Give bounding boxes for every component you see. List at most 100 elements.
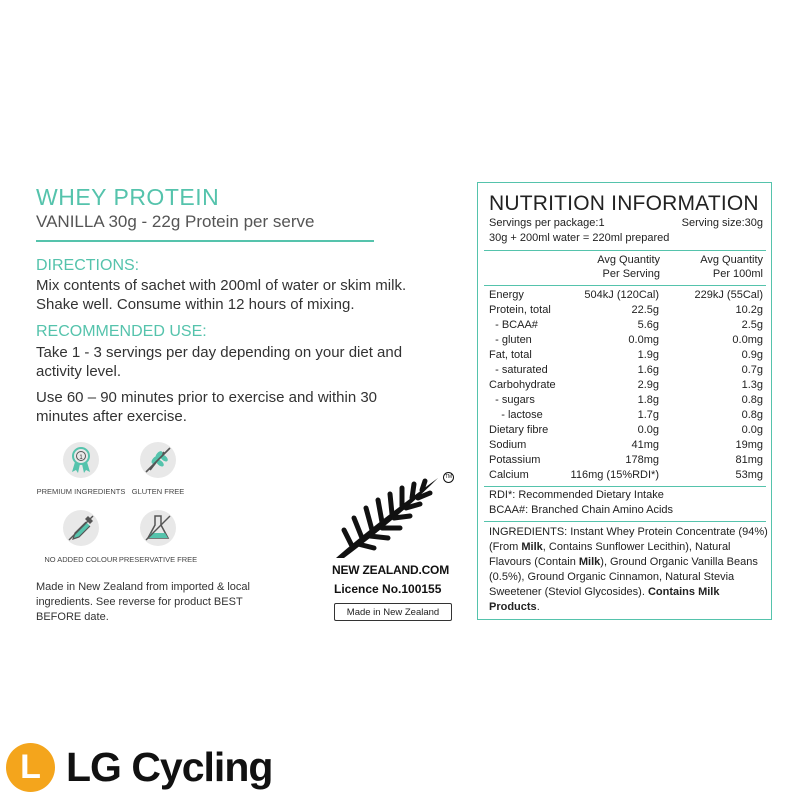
nutrient-per-serving: 1.6g bbox=[637, 364, 659, 376]
nutrition-row: - sugars 1.8g 0.8g bbox=[489, 394, 763, 409]
brand-logo-letter: L bbox=[20, 748, 41, 786]
svg-text:1: 1 bbox=[79, 455, 83, 461]
nutrient-name: Protein, total bbox=[489, 304, 551, 316]
nutrient-per-100ml: 0.8g bbox=[741, 394, 763, 406]
directions-text: Mix contents of sachet with 200ml of wat… bbox=[36, 277, 407, 313]
panel-divider-1 bbox=[484, 250, 766, 251]
nutrition-row: Calcium 116mg (15%RDI*) 53mg bbox=[489, 469, 763, 484]
badge-label-gluten: GLUTEN FREE bbox=[131, 487, 185, 496]
ingredients-milk-2: Milk bbox=[578, 556, 601, 568]
panel-divider-3 bbox=[484, 486, 766, 487]
nutrition-row: Dietary fibre 0.0g 0.0g bbox=[489, 424, 763, 439]
wheat-icon bbox=[138, 440, 178, 480]
ingredients-part-c: ), Ground Organic Vanilla Beans (0.5%), … bbox=[489, 556, 758, 598]
recommended-heading: RECOMMENDED USE: bbox=[36, 323, 207, 340]
recommended-text-2: Use 60 – 90 minutes prior to exercise an… bbox=[36, 389, 378, 425]
product-subtitle: VANILLA 30g - 22g Protein per serve bbox=[36, 212, 315, 231]
nutrition-title: NUTRITION INFORMATION bbox=[489, 192, 759, 215]
prepared-note: 30g + 200ml water = 220ml prepared bbox=[489, 232, 670, 244]
rdi-note: RDI*: Recommended Dietary Intake bbox=[489, 489, 664, 501]
nutrient-per-100ml: 0.0g bbox=[741, 424, 763, 436]
nz-site-label: NEW ZEALAND.COM bbox=[332, 563, 449, 577]
nz-licence: Licence No.100155 bbox=[334, 582, 442, 596]
ingredients-text: INGREDIENTS: Instant Whey Protein Concen… bbox=[489, 525, 769, 615]
nutrient-per-100ml: 19mg bbox=[735, 439, 763, 451]
nutrient-per-serving: 41mg bbox=[631, 439, 659, 451]
nutrient-name: Fat, total bbox=[489, 349, 532, 361]
nutrition-row: - saturated 1.6g 0.7g bbox=[489, 364, 763, 379]
nutrient-per-100ml: 1.3g bbox=[741, 379, 763, 391]
nutrient-name: Dietary fibre bbox=[489, 424, 549, 436]
nutrition-panel bbox=[477, 182, 772, 620]
nutrition-row: Carbohydrate 2.9g 1.3g bbox=[489, 379, 763, 394]
fern-logo-icon bbox=[330, 468, 455, 563]
flask-icon bbox=[138, 508, 178, 548]
ingredients-milk-1: Milk bbox=[521, 541, 543, 553]
nutrient-name: - gluten bbox=[489, 334, 532, 346]
product-title: WHEY PROTEIN bbox=[36, 184, 220, 210]
ingredients-contains: Contains Milk Products bbox=[489, 586, 720, 613]
nutrition-row: - gluten 0.0mg 0.0mg bbox=[489, 334, 763, 349]
nutrient-name: Potassium bbox=[489, 454, 541, 466]
panel-divider-2 bbox=[484, 285, 766, 286]
nutrient-name: Calcium bbox=[489, 469, 529, 481]
nutrient-per-serving: 116mg (15%RDI*) bbox=[570, 469, 659, 481]
nutrient-per-100ml: 10.2g bbox=[735, 304, 763, 316]
badge-label-preservative: PRESERVATIVE FREE bbox=[118, 555, 198, 564]
nutrient-name: Energy bbox=[489, 289, 524, 301]
nutrient-per-serving: 0.0g bbox=[637, 424, 659, 436]
made-in-text: Made in New Zealand from imported & loca… bbox=[36, 581, 250, 623]
servings-per-package: Servings per package:1 bbox=[489, 217, 605, 229]
ingredients-part-b: , Contains Sunflower Lecithin), Natural … bbox=[489, 541, 731, 568]
nutrient-per-serving: 1.8g bbox=[637, 394, 659, 406]
nutrient-per-serving: 504kJ (120Cal) bbox=[584, 289, 659, 301]
nutrient-name: Sodium bbox=[489, 439, 527, 451]
nutrition-row: - lactose 1.7g 0.8g bbox=[489, 409, 763, 424]
nutrient-per-100ml: 0.9g bbox=[741, 349, 763, 361]
directions-heading: DIRECTIONS: bbox=[36, 257, 140, 274]
nutrient-per-serving: 1.7g bbox=[637, 409, 659, 421]
nutrition-row: Protein, total 22.5g 10.2g bbox=[489, 304, 763, 319]
recommended-text-1: Take 1 - 3 servings per day depending on… bbox=[36, 344, 403, 380]
nutrient-per-serving: 1.9g bbox=[637, 349, 659, 361]
nutrition-row: Sodium 41mg 19mg bbox=[489, 439, 763, 454]
trademark-mark: TM bbox=[443, 472, 454, 483]
badge-label-premium: PREMIUM INGREDIENTS bbox=[36, 487, 126, 496]
nutrient-name: - sugars bbox=[489, 394, 535, 406]
nutrient-per-serving: 2.9g bbox=[637, 379, 659, 391]
dropper-icon bbox=[61, 508, 101, 548]
nutrient-per-100ml: 229kJ (55Cal) bbox=[694, 289, 763, 301]
nutrient-per-100ml: 0.7g bbox=[741, 364, 763, 376]
nutrient-per-serving: 22.5g bbox=[631, 304, 659, 316]
nutrient-per-serving: 5.6g bbox=[637, 319, 659, 331]
nutrient-per-100ml: 0.8g bbox=[741, 409, 763, 421]
nutrient-name: - BCAA# bbox=[489, 319, 538, 331]
nutrient-per-100ml: 81mg bbox=[735, 454, 763, 466]
col-100ml-header-a: Avg Quantity bbox=[700, 254, 763, 266]
brand-logo-icon bbox=[6, 743, 55, 792]
made-in-nz-badge: Made in New Zealand bbox=[334, 603, 452, 621]
nutrient-per-serving: 0.0mg bbox=[628, 334, 659, 346]
col-serving-header-b: Per Serving bbox=[602, 268, 660, 280]
nutrition-row: Energy 504kJ (120Cal) 229kJ (55Cal) bbox=[489, 289, 763, 304]
badge-label-colour: NO ADDED COLOUR bbox=[44, 555, 118, 564]
brand-name: LG Cycling bbox=[66, 744, 273, 790]
nutrition-row: Potassium 178mg 81mg bbox=[489, 454, 763, 469]
ingredients-part-a: INGREDIENTS: Instant Whey Protein Concen… bbox=[489, 526, 768, 553]
bcaa-note: BCAA#: Branched Chain Amino Acids bbox=[489, 504, 674, 516]
nutrient-name: - lactose bbox=[489, 409, 543, 421]
col-100ml-header-b: Per 100ml bbox=[712, 268, 763, 280]
nutrient-name: - saturated bbox=[489, 364, 548, 376]
serving-size: Serving size:30g bbox=[681, 217, 763, 229]
col-serving-header-a: Avg Quantity bbox=[597, 254, 660, 266]
nutrient-per-100ml: 2.5g bbox=[741, 319, 763, 331]
title-divider bbox=[36, 240, 374, 242]
premium-medal-icon: 1 bbox=[61, 440, 101, 480]
nutrition-row: - BCAA# 5.6g 2.5g bbox=[489, 319, 763, 334]
nutrient-per-100ml: 53mg bbox=[735, 469, 763, 481]
nutrition-row: Fat, total 1.9g 0.9g bbox=[489, 349, 763, 364]
nutrient-name: Carbohydrate bbox=[489, 379, 556, 391]
nutrient-per-serving: 178mg bbox=[625, 454, 659, 466]
panel-divider-4 bbox=[484, 521, 766, 522]
nutrient-per-100ml: 0.0mg bbox=[732, 334, 763, 346]
